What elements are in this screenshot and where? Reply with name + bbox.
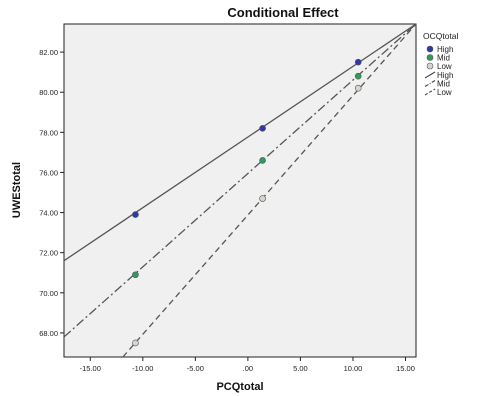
y-tick-label: 78.00 — [39, 128, 58, 137]
data-point-mid-1 — [132, 271, 139, 279]
y-tick-label: 80.00 — [39, 88, 58, 97]
fit-line-low — [122, 23, 417, 358]
x-tick-label: 10.00 — [344, 364, 363, 373]
legend-line-label-mid: Mid — [437, 80, 450, 89]
y-tick-label: 70.00 — [39, 289, 58, 298]
data-point-mid-2 — [259, 157, 266, 164]
x-tick-label: -10.00 — [132, 364, 153, 373]
data-point-mid-3 — [354, 72, 362, 80]
y-tick-label: 72.00 — [39, 249, 58, 258]
legend-title: OCQtotal — [423, 31, 459, 41]
legend-marker-label-mid: Mid — [437, 54, 450, 63]
legend-line-high — [424, 71, 436, 79]
data-point-high-2 — [259, 125, 266, 132]
legend-marker-high — [426, 45, 434, 53]
data-point-low-2 — [259, 195, 266, 202]
plot-area — [63, 23, 417, 358]
legend-marker-low — [426, 62, 434, 70]
y-tick-label: 74.00 — [39, 209, 58, 218]
legend-marker-label-high: High — [437, 45, 453, 54]
legend-line-mid — [424, 80, 436, 87]
x-tick-label: 15.00 — [396, 364, 415, 373]
x-tick-label: -5.00 — [187, 364, 204, 373]
y-tick-label: 76.00 — [39, 168, 58, 177]
x-tick-label: 5.00 — [293, 364, 308, 373]
legend-line-label-high: High — [437, 71, 453, 80]
legend-line-low — [424, 88, 436, 96]
legend-marker-mid — [426, 54, 434, 61]
data-point-low-1 — [132, 339, 139, 347]
x-axis-ticks: -15.00 -10.00 -5.00 .00 5.00 10.00 15.00 — [80, 357, 415, 373]
legend-line-label-low: Low — [437, 88, 452, 97]
y-axis-ticks: 68.00 70.00 72.00 74.00 76.00 78.00 80.00 82.00 — [39, 48, 64, 338]
y-axis-title: UWEStotal — [11, 162, 23, 218]
data-point-high-3 — [354, 58, 362, 66]
x-tick-label: -15.00 — [80, 364, 101, 373]
data-point-low-3 — [354, 84, 362, 92]
y-tick-label: 82.00 — [39, 48, 58, 57]
chart-title: Conditional Effect — [227, 5, 339, 20]
y-tick-label: 68.00 — [39, 329, 58, 338]
x-tick-label: .00 — [243, 364, 253, 373]
data-point-high-1 — [132, 211, 139, 218]
data-points — [132, 58, 362, 347]
x-axis-title: PCQtotal — [216, 381, 263, 393]
legend-marker-label-low: Low — [437, 62, 452, 71]
